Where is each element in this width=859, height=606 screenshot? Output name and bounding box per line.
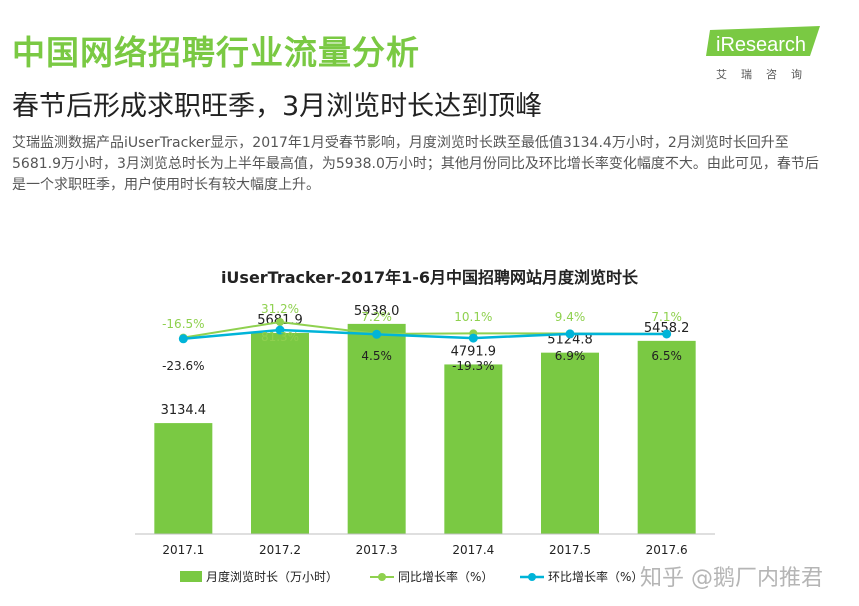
x-tick-label: 2017.3 — [356, 543, 398, 557]
x-tick-label: 2017.2 — [259, 543, 301, 557]
x-tick-label: 2017.1 — [162, 543, 204, 557]
x-tick-label: 2017.4 — [452, 543, 494, 557]
logo-cn-text: 艾瑞咨询 — [716, 68, 816, 81]
mom-series-point — [178, 334, 188, 344]
legend-bar-swatch — [180, 571, 202, 582]
mom-series-point — [468, 333, 478, 343]
mom-data-label: 31.2% — [261, 302, 299, 316]
bar-value-label: 5458.2 — [644, 321, 690, 336]
bar — [541, 352, 599, 534]
iresearch-logo — [706, 26, 820, 56]
mom-data-label: 4.5% — [361, 349, 392, 363]
bar-value-label: 5938.0 — [354, 304, 400, 319]
legend-bar-label: 月度浏览时长（万小时） — [206, 569, 338, 584]
bar — [347, 323, 406, 534]
bar-value-label: 3134.4 — [161, 403, 207, 418]
description-text: 艾瑞监测数据产品iUserTracker显示，2017年1月受春节影响，月度浏览… — [12, 135, 819, 193]
mom-data-label: -23.6% — [162, 359, 204, 373]
bar — [251, 332, 309, 534]
bar-value-label: 4791.9 — [451, 344, 497, 359]
mom-series-point — [275, 325, 285, 335]
bar — [444, 364, 503, 534]
chart-title: iUserTracker-2017年1-6月中国招聘网站月度浏览时长 — [220, 268, 639, 287]
x-tick-label: 2017.6 — [646, 543, 688, 557]
yoy-series-point — [276, 317, 284, 326]
mom-series-point — [662, 329, 672, 339]
mom-data-label: 6.9% — [555, 349, 586, 363]
yoy-data-label: 81.3% — [261, 330, 299, 344]
mom-data-label: -19.3% — [452, 359, 494, 373]
legend-yoy-label: 同比增长率（%） — [398, 569, 493, 584]
legend-mom-marker — [528, 573, 536, 581]
bar — [154, 423, 213, 534]
page-title: 中国网络招聘行业流量分析 — [12, 33, 420, 72]
mom-data-label: 6.5% — [651, 349, 682, 363]
mom-series-point — [565, 329, 575, 339]
bar — [637, 340, 696, 534]
page-subtitle: 春节后形成求职旺季，3月浏览时长达到顶峰 — [12, 91, 543, 122]
mom-series-line — [183, 328, 667, 341]
yoy-data-label: 9.4% — [555, 310, 586, 324]
watermark: 知乎 @鹅厂内推君 — [640, 566, 823, 591]
yoy-data-label: -16.5% — [162, 317, 204, 331]
yoy-data-label: 7.1% — [651, 310, 682, 324]
x-tick-label: 2017.5 — [549, 543, 591, 557]
bar-value-label: 5124.8 — [547, 333, 593, 348]
legend-mom-label: 环比增长率（%） — [548, 569, 643, 584]
mom-series-point — [372, 329, 382, 339]
yoy-data-label: 7.2% — [361, 310, 392, 324]
logo-text: iResearch — [716, 34, 807, 56]
yoy-data-label: 10.1% — [454, 310, 492, 324]
legend-yoy-marker — [378, 573, 386, 581]
